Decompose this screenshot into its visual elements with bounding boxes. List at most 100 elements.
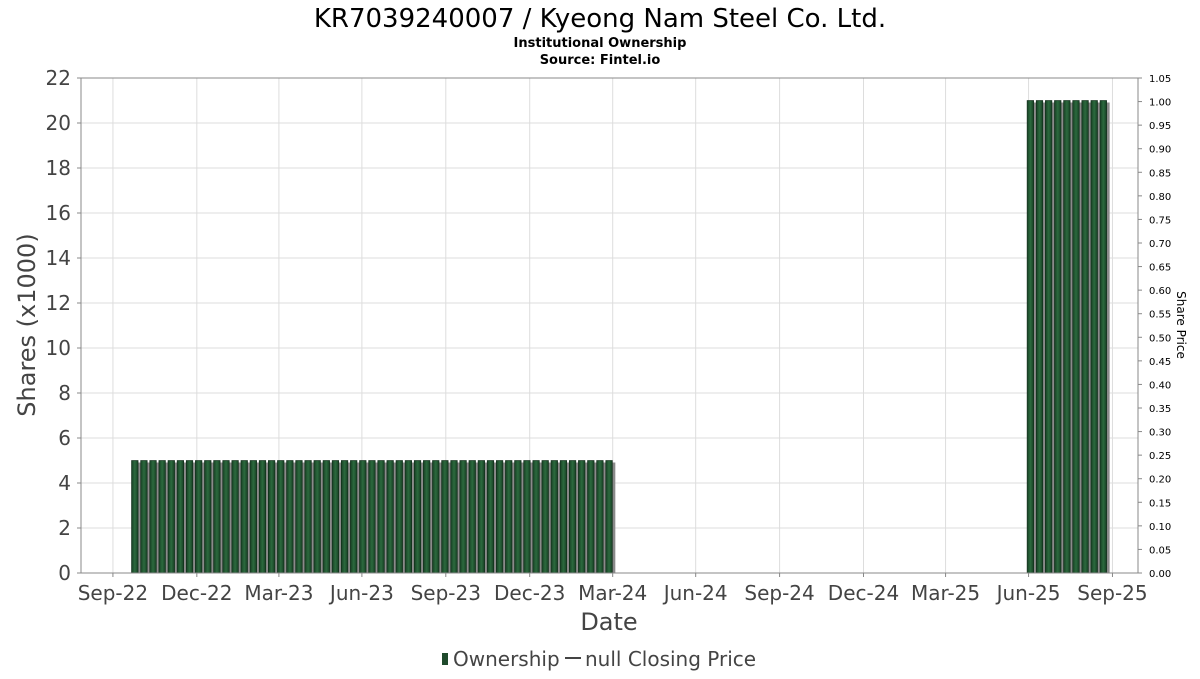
y-tick-label: 4: [58, 471, 71, 495]
legend: Ownership null Closing Price: [442, 647, 756, 671]
y-right-tick-label: 0.90: [1149, 145, 1171, 156]
ownership-bar: [176, 460, 184, 574]
ownership-bar: [423, 460, 431, 574]
y-tick-label: 14: [46, 246, 71, 270]
ownership-bar: [459, 460, 467, 574]
y-right-tick-label: 0.40: [1149, 380, 1171, 391]
ownership-bar: [185, 460, 194, 574]
y-right-tick-label: 0.65: [1149, 263, 1171, 274]
y-tick-label: 8: [58, 381, 71, 405]
ownership-bar: [1054, 100, 1062, 574]
ownership-bar: [350, 460, 358, 574]
ownership-bar: [240, 460, 248, 574]
ownership-bar: [277, 460, 285, 574]
ownership-bar: [131, 460, 139, 574]
ownership-bar: [505, 460, 513, 574]
ownership-bar: [532, 460, 540, 574]
ownership-bar: [1026, 100, 1034, 574]
ownership-bar: [268, 460, 276, 574]
y-right-tick-label: 0.10: [1149, 522, 1171, 533]
ownership-bar: [377, 460, 385, 574]
ownership-bar: [1063, 100, 1071, 574]
y-right-tick-label: 0.75: [1149, 215, 1171, 226]
ownership-bar: [1045, 100, 1053, 574]
legend-closing-price-label: null Closing Price: [585, 647, 756, 671]
ownership-bar: [313, 460, 321, 574]
y-right-tick-label: 0.55: [1149, 310, 1171, 321]
y-axis-label: Shares (x1000): [13, 233, 41, 416]
y-right-tick-label: 0.05: [1149, 545, 1171, 556]
y-tick-label: 6: [58, 426, 71, 450]
y-right-tick-label: 0.15: [1149, 498, 1171, 509]
ownership-bar: [331, 460, 340, 574]
ownership-bar: [477, 460, 485, 574]
ownership-bar: [359, 460, 367, 574]
ownership-bar: [295, 460, 303, 574]
x-tick-label: Mar-23: [244, 581, 313, 605]
ownership-bar: [578, 460, 586, 574]
x-tick-label: Sep-22: [78, 581, 148, 605]
y-right-tick-label: 0.00: [1149, 569, 1171, 580]
ownership-bar: [140, 460, 148, 574]
y-right-tick-label: 0.25: [1149, 451, 1171, 462]
y-right-tick-label: 0.30: [1149, 428, 1171, 439]
y-right-tick-label: 0.50: [1149, 333, 1171, 344]
ownership-bar: [568, 460, 577, 574]
chart-subtitle-line-1: Institutional Ownership: [514, 36, 687, 51]
ownership-bar: [340, 460, 349, 574]
ownership-bar: [496, 460, 504, 574]
ownership-bar: [523, 460, 531, 574]
chart-title: KR7039240007 / Kyeong Nam Steel Co. Ltd.: [314, 4, 886, 34]
y-tick-label: 10: [46, 336, 71, 360]
x-tick-label: Dec-23: [494, 581, 565, 605]
ownership-bar: [386, 460, 394, 574]
ownership-bar: [158, 460, 166, 574]
ownership-bar: [559, 460, 568, 574]
ownership-bar: [195, 460, 203, 574]
ownership-bar: [1081, 100, 1089, 574]
x-tick-label: Dec-24: [828, 581, 899, 605]
ownership-bar: [550, 460, 558, 574]
y-tick-label: 2: [58, 516, 71, 540]
x-tick-label: Dec-22: [161, 581, 232, 605]
ownership-bar: [468, 460, 476, 574]
y-tick-label: 12: [46, 291, 71, 315]
ownership-bar: [204, 460, 212, 574]
ownership-bar: [514, 460, 522, 574]
y-right-tick-label: 0.35: [1149, 404, 1171, 415]
x-tick-label: Sep-23: [411, 581, 481, 605]
ownership-bar: [404, 460, 412, 574]
ownership-bar: [450, 460, 458, 574]
ownership-bar: [368, 460, 376, 574]
y-right-tick-label: 0.70: [1149, 239, 1171, 250]
ownership-bar: [1072, 100, 1080, 574]
ownership-bar: [286, 460, 294, 574]
ownership-bar: [258, 460, 267, 574]
y-tick-label: 20: [46, 111, 71, 135]
x-tick-label: Mar-25: [911, 581, 980, 605]
legend-ownership-label: Ownership: [453, 647, 560, 671]
y-tick-label: 18: [46, 156, 71, 180]
ownership-bar: [1035, 100, 1044, 574]
ownership-bar: [149, 460, 157, 574]
chart-subtitle-line-2: Source: Fintel.io: [540, 53, 661, 68]
ownership-bar: [249, 460, 257, 574]
ownership-bar: [322, 460, 330, 574]
legend-ownership-swatch: [442, 653, 448, 665]
ownership-bar: [222, 460, 230, 574]
left-axis-ticks: 0 2 4 6 8 10 12 14 16 18 20 22: [46, 66, 81, 585]
ownership-bars: [131, 100, 1110, 574]
y-tick-label: 16: [46, 201, 71, 225]
x-tick-label: Jun-24: [662, 581, 728, 605]
ownership-bar: [1099, 100, 1107, 574]
x-tick-label: Jun-25: [995, 581, 1061, 605]
ownership-bar: [413, 460, 422, 574]
x-tick-label: Sep-24: [744, 581, 814, 605]
ownership-bar: [231, 460, 239, 574]
plot-area-frame: [80, 77, 1139, 574]
ownership-bar: [587, 460, 595, 574]
y-right-tick-label: 0.20: [1149, 475, 1171, 486]
y-right-tick-label: 0.80: [1149, 192, 1171, 203]
ownership-bar: [167, 460, 175, 574]
